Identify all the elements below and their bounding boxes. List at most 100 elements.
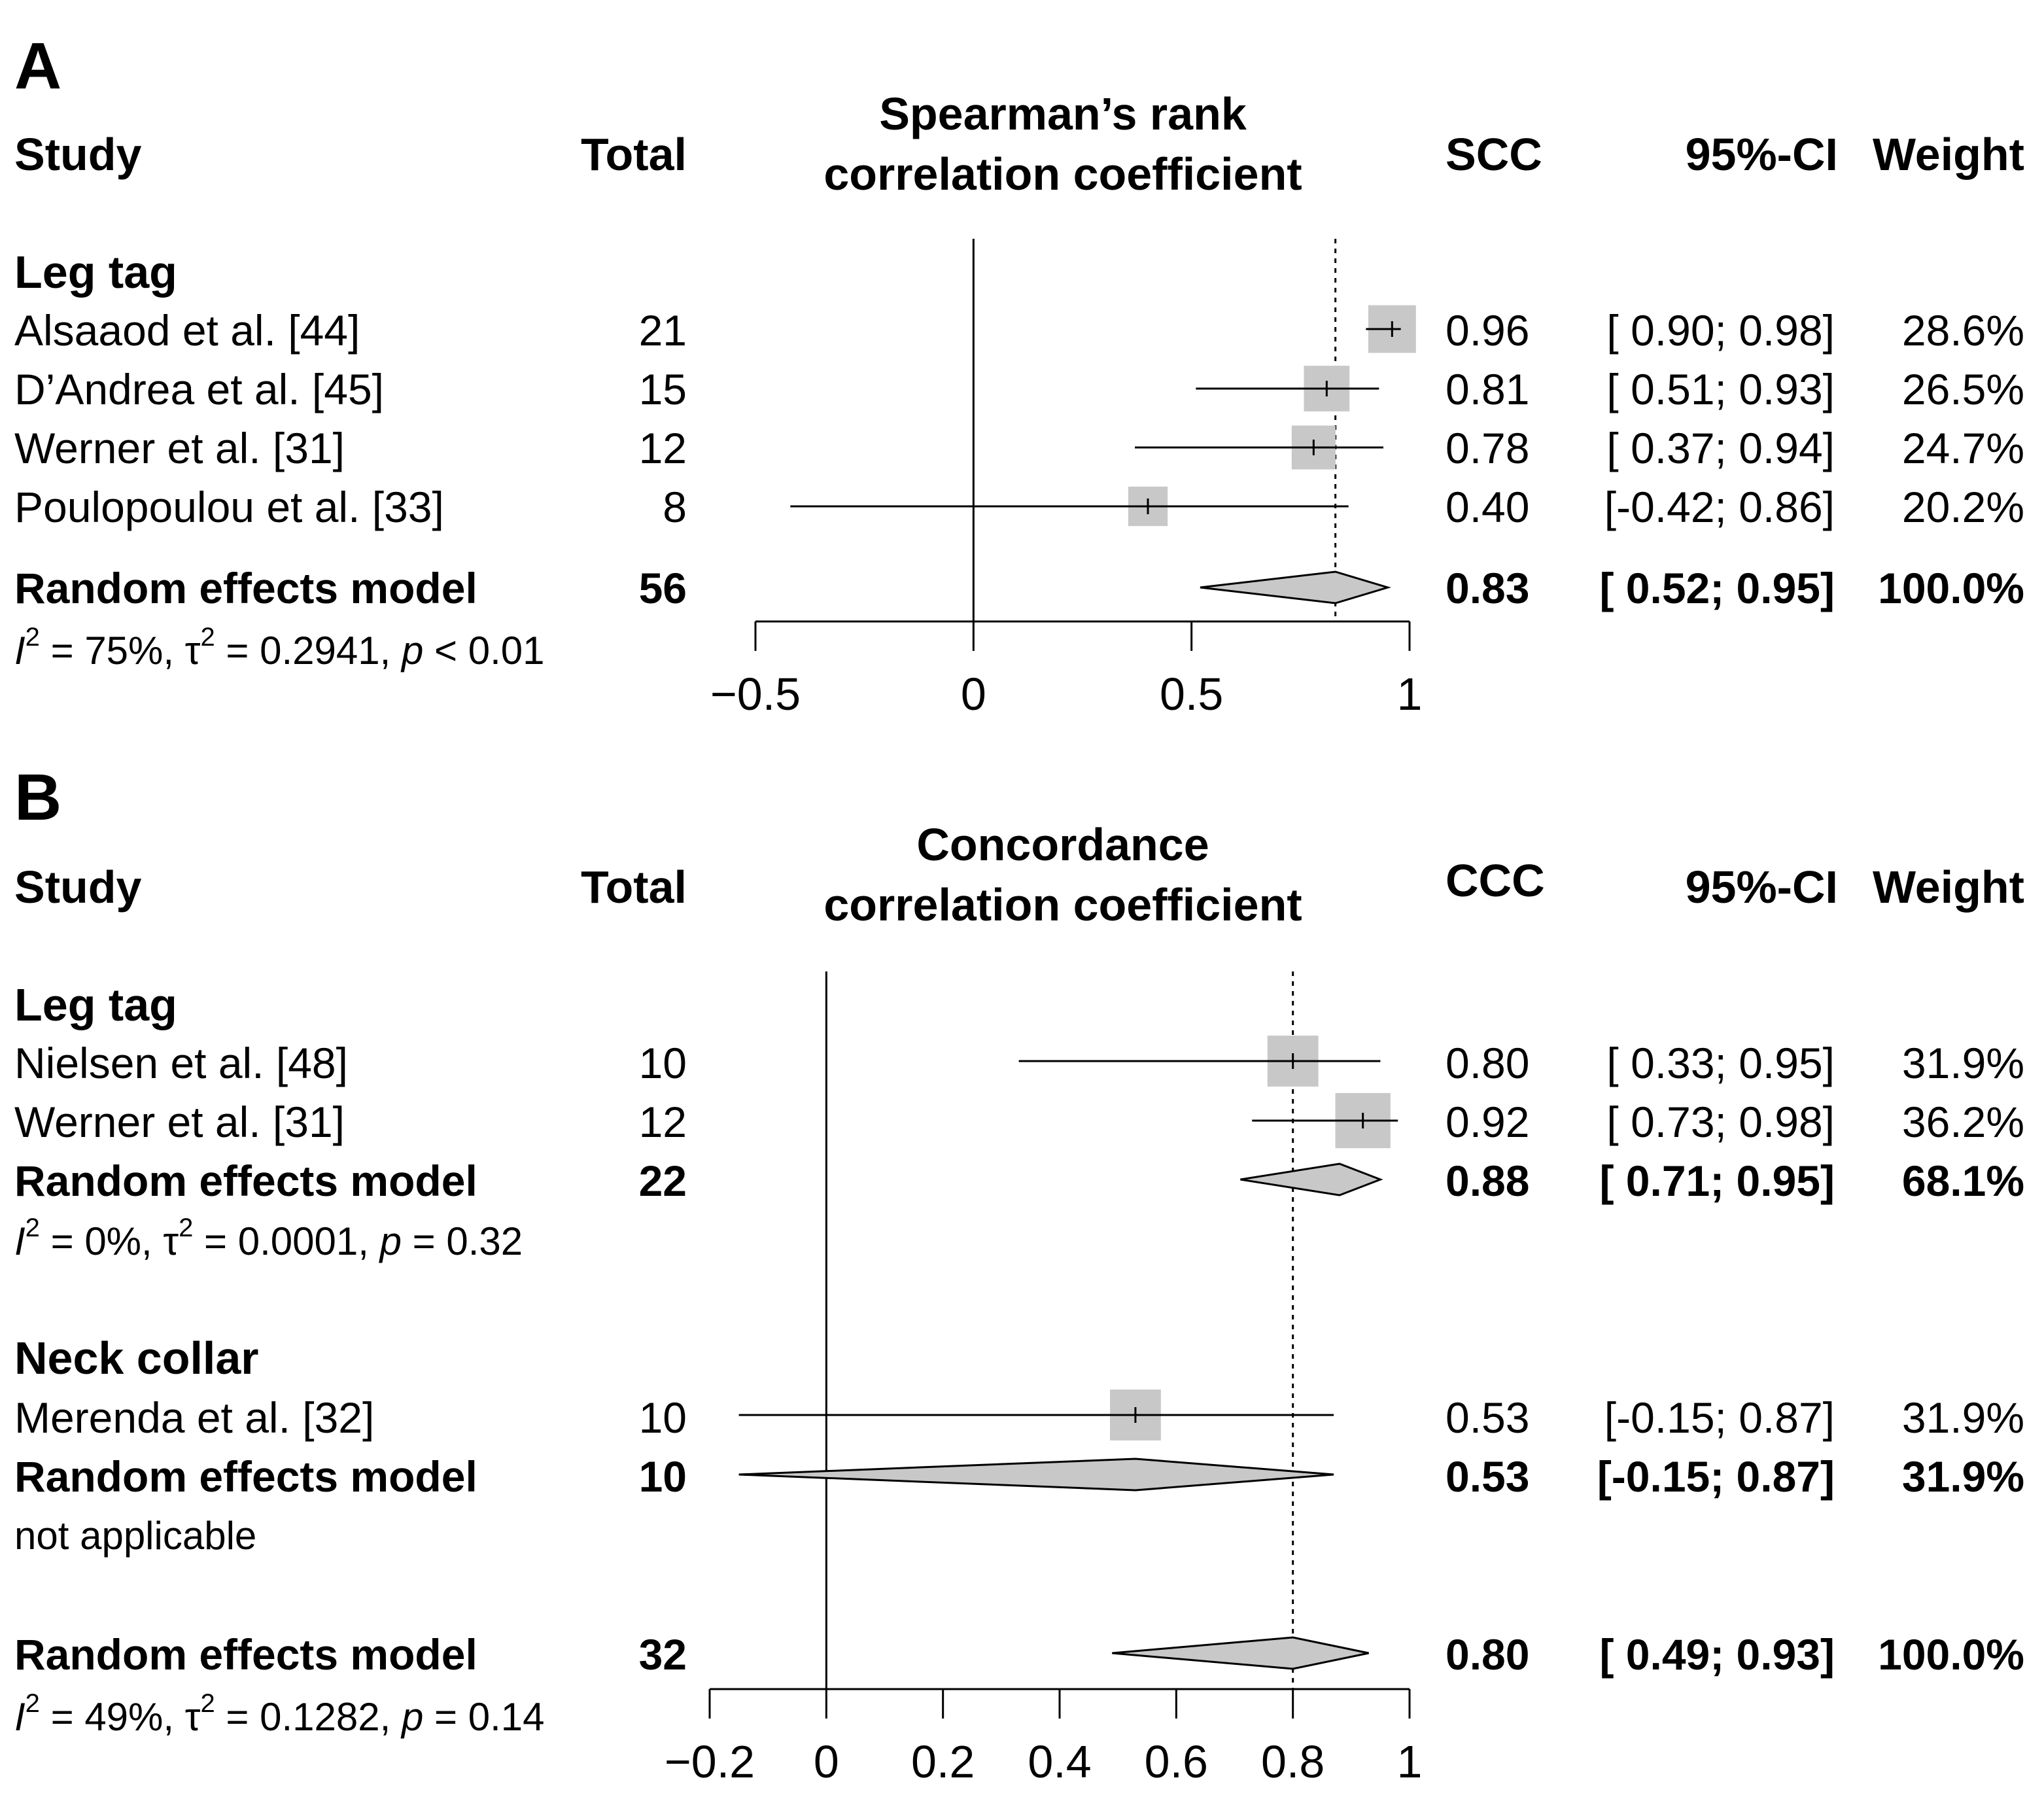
panel-a-study-row: D’Andrea et al. [45] 15 0.81 [ 0.51; 0.9… [14, 365, 2024, 413]
study-total: 12 [639, 424, 687, 472]
x-axis-tick-label: −0.2 [665, 1736, 755, 1787]
panel-b-plot-title-line2: correlation coefficient [823, 879, 1302, 930]
study-estimate: 0.78 [1446, 424, 1529, 472]
panel-b-summary-row: Random effects model 22 0.88 [ 0.71; 0.9… [14, 1157, 2024, 1205]
panel-b-group-leg-tag: Leg tag [14, 979, 177, 1030]
summary-weight: 100.0% [1878, 564, 2024, 612]
summary-total: 32 [639, 1630, 687, 1679]
summary-label: Random effects model [14, 1630, 477, 1679]
panel-a-plot-title-line2: correlation coefficient [823, 148, 1302, 200]
study-label: D’Andrea et al. [45] [14, 365, 384, 413]
study-total: 10 [639, 1393, 687, 1442]
x-axis-tick-label: 0.6 [1145, 1736, 1208, 1787]
summary-ci: [-0.15; 0.87] [1597, 1452, 1835, 1501]
study-ci: [ 0.51; 0.93] [1606, 365, 1835, 413]
study-label: Alsaaod et al. [44] [14, 306, 360, 355]
summary-weight: 68.1% [1902, 1157, 2024, 1205]
summary-estimate: 0.83 [1446, 564, 1529, 612]
study-estimate: 0.80 [1446, 1039, 1529, 1087]
panel-a-study-row: Werner et al. [31] 12 0.78 [ 0.37; 0.94]… [14, 424, 2024, 472]
panel-b-heterogeneity-neck-collar: not applicable [14, 1514, 256, 1558]
summary-total: 56 [639, 564, 687, 612]
study-ci: [ 0.37; 0.94] [1606, 424, 1835, 472]
study-estimate: 0.92 [1446, 1098, 1529, 1146]
study-label: Werner et al. [31] [14, 1098, 345, 1146]
panel-a-header-effect: SCC [1446, 129, 1542, 180]
study-estimate: 0.53 [1446, 1393, 1529, 1442]
summary-total: 22 [639, 1157, 687, 1205]
panel-a-header-ci: 95%-CI [1686, 129, 1838, 180]
panel-b-summary-row: Random effects model 10 0.53 [-0.15; 0.8… [14, 1452, 2024, 1501]
study-weight: 31.9% [1902, 1393, 2024, 1442]
panel-b-header-ci: 95%-CI [1686, 862, 1838, 913]
panel-a: A Study Total Spearman’s rank correlatio… [14, 29, 2024, 720]
study-ci: [ 0.90; 0.98] [1606, 306, 1835, 355]
study-label: Merenda et al. [32] [14, 1393, 374, 1442]
panel-b-overall-summary-row: Random effects model 32 0.80 [ 0.49; 0.9… [14, 1630, 2024, 1679]
summary-ci: [ 0.71; 0.95] [1599, 1157, 1835, 1205]
study-weight: 36.2% [1902, 1098, 2024, 1146]
summary-estimate: 0.53 [1446, 1452, 1529, 1501]
panel-b-heterogeneity-overall: I2 = 49%, τ2 = 0.1282, p = 0.14 [14, 1689, 545, 1739]
study-total: 15 [639, 365, 687, 413]
panel-b-plot-title-line1: Concordance [916, 819, 1209, 870]
x-axis-tick-label: −0.5 [710, 669, 801, 720]
panel-b-header-study: Study [14, 862, 142, 913]
x-axis-tick-label: 0 [961, 669, 986, 720]
summary-total: 10 [639, 1452, 687, 1501]
panel-b-study-row: Nielsen et al. [48] 10 0.80 [ 0.33; 0.95… [14, 1039, 2024, 1087]
x-axis-tick-label: 0.4 [1028, 1736, 1091, 1787]
panel-a-header-total: Total [581, 129, 687, 180]
panel-b-study-row: Merenda et al. [32] 10 0.53 [-0.15; 0.87… [14, 1393, 2024, 1442]
study-ci: [ 0.73; 0.98] [1606, 1098, 1835, 1146]
panel-a-header-study: Study [14, 129, 142, 180]
panel-a-heterogeneity: I2 = 75%, τ2 = 0.2941, p < 0.01 [14, 623, 545, 672]
summary-diamond [1200, 570, 1391, 604]
panel-a-label: A [14, 29, 61, 103]
summary-estimate: 0.88 [1446, 1157, 1529, 1205]
summary-estimate: 0.80 [1446, 1630, 1529, 1679]
summary-diamond [738, 1458, 1334, 1492]
panel-a-study-row: Poulopoulou et al. [33] 8 0.40 [-0.42; 0… [14, 483, 2024, 531]
summary-label: Random effects model [14, 1157, 477, 1205]
study-weight: 24.7% [1902, 424, 2024, 472]
panel-a-plot-title-line1: Spearman’s rank [879, 88, 1247, 139]
x-axis-tick-label: 0.2 [911, 1736, 975, 1787]
study-estimate: 0.96 [1446, 306, 1529, 355]
panel-b-study-row: Werner et al. [31] 12 0.92 [ 0.73; 0.98]… [14, 1098, 2024, 1146]
study-ci: [-0.42; 0.86] [1604, 483, 1835, 531]
study-label: Werner et al. [31] [14, 424, 345, 472]
summary-diamond [1112, 1636, 1369, 1670]
study-total: 8 [663, 483, 687, 531]
study-weight: 28.6% [1902, 306, 2024, 355]
summary-weight: 100.0% [1878, 1630, 2024, 1679]
study-ci: [ 0.33; 0.95] [1606, 1039, 1835, 1087]
study-estimate: 0.40 [1446, 483, 1529, 531]
summary-diamond [1240, 1162, 1383, 1196]
panel-b-plot-area: −0.2 0 0.2 0.4 0.6 0.8 1 [665, 971, 1423, 1787]
x-axis-tick-label: 0.5 [1160, 669, 1223, 720]
panel-a-header-weight: Weight [1873, 129, 2024, 180]
summary-label: Random effects model [14, 1452, 477, 1501]
panel-b-group-neck-collar: Neck collar [14, 1333, 259, 1384]
study-weight: 20.2% [1902, 483, 2024, 531]
x-axis-tick-label: 1 [1397, 669, 1423, 720]
study-label: Nielsen et al. [48] [14, 1039, 348, 1087]
panel-b-label: B [14, 761, 61, 834]
study-weight: 31.9% [1902, 1039, 2024, 1087]
x-axis-tick-label: 0.8 [1261, 1736, 1325, 1787]
summary-ci: [ 0.52; 0.95] [1599, 564, 1835, 612]
panel-a-plot-area: −0.5 0 0.5 1 [710, 239, 1423, 720]
panel-a-study-row: Alsaaod et al. [44] 21 0.96 [ 0.90; 0.98… [14, 306, 2024, 355]
study-weight: 26.5% [1902, 365, 2024, 413]
study-ci: [-0.15; 0.87] [1604, 1393, 1835, 1442]
summary-weight: 31.9% [1902, 1452, 2024, 1501]
panel-b-heterogeneity-leg-tag: I2 = 0%, τ2 = 0.0001, p = 0.32 [14, 1214, 523, 1263]
summary-label: Random effects model [14, 564, 477, 612]
study-total: 21 [639, 306, 687, 355]
study-total: 12 [639, 1098, 687, 1146]
panel-a-group-leg-tag: Leg tag [14, 247, 177, 298]
x-axis-tick-label: 1 [1397, 1736, 1423, 1787]
panel-a-summary-row: Random effects model 56 0.83 [ 0.52; 0.9… [14, 564, 2024, 612]
